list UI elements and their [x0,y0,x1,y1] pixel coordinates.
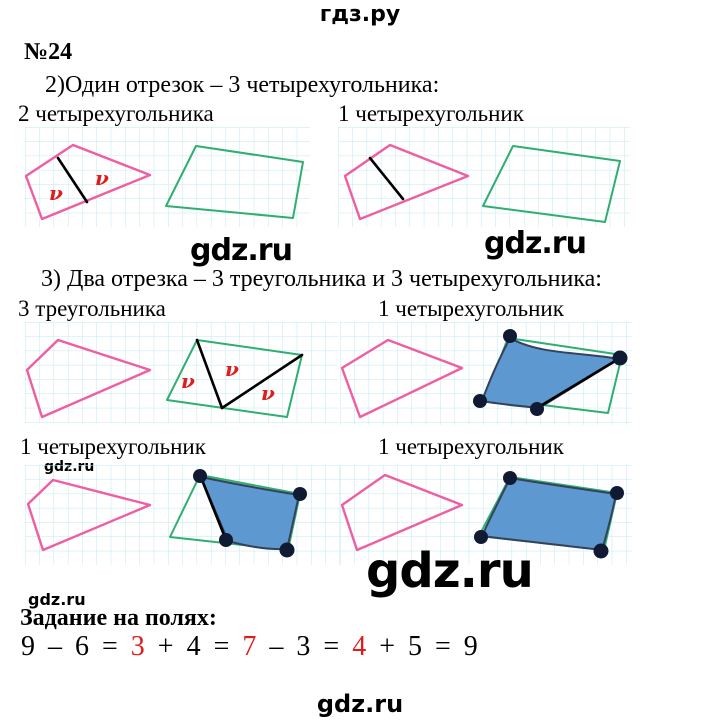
vertex-dot [279,542,295,558]
pink-quadrilateral [26,478,152,552]
vertex-dot [193,469,207,483]
vertex-dot [473,394,487,408]
figure-two-segments-three-triangles: ν ν ν [25,322,338,423]
part3-row2-left-label: 1 четырехугольник [20,434,206,459]
green-quadrilateral [166,339,303,418]
check-mark: ν [95,166,109,190]
check-mark: ν [225,357,239,381]
watermark-gdz-small: gdz.ru [28,590,86,609]
watermark-gdz-large: gdz.ru [366,543,534,599]
vertex-dot [293,487,307,501]
problem-number: №24 [24,39,73,65]
vertex-dot [474,530,488,544]
dividing-segment [56,156,89,204]
equation-part: – 3 = [257,631,353,662]
green-quadrilateral [482,145,621,223]
dividing-segment [195,338,224,410]
check-mark: ν [49,181,63,205]
vertex-dot [503,471,517,485]
dividing-segment [220,353,304,410]
pink-quadrilateral [25,338,152,419]
site-logo-footer: gdz.ru [316,690,404,718]
part2-left-label: 2 четырехугольника [18,101,214,126]
equation-part: 9 – 6 = [21,631,131,662]
figure-one-segment-one-quadrilateral [338,127,630,227]
margin-task-equation: 9 – 6 = 3 + 4 = 7 – 3 = 4 + 5 = 9 [21,631,479,663]
figure-one-segment-two-quadrilaterals: ν ν [25,127,310,227]
blue-highlight-region [481,337,620,409]
vertex-dot [610,486,624,500]
part2-heading: 2)Один отрезок – 3 четырехугольника: [45,72,440,98]
equation-part: 7 [242,631,258,662]
vertex-dot [612,350,628,366]
vertex-dot [503,329,517,343]
graph-paper-grid [25,127,310,227]
pink-quadrilateral [343,143,470,221]
watermark-gdz: gdz.ru [484,226,587,261]
part3-row1-right-label: 1 четырехугольник [378,296,564,321]
vertex-dot [593,543,609,559]
green-quadrilateral [165,145,304,219]
figure-highlighted-quadrilateral-1 [340,322,632,425]
dividing-segment [198,473,228,542]
part3-row2-right-label: 1 четырехугольник [378,434,564,459]
graph-paper-grid [338,127,630,227]
figure-highlighted-quadrilateral-3 [340,465,632,565]
figure-highlighted-quadrilateral-2 [25,465,340,565]
site-logo-header: гдз.ру [319,2,401,27]
dividing-segment [535,356,622,410]
equation-part: + 4 = [145,631,243,662]
check-mark: ν [261,381,275,405]
dividing-segment [368,156,405,201]
pink-quadrilateral [340,473,464,552]
margin-task-heading: Задание на полях: [20,605,217,631]
pink-quadrilateral [340,338,464,419]
equation-part: + 5 = 9 [367,631,479,662]
check-mark: ν [181,369,195,393]
equation-part: 3 [130,631,146,662]
vertex-dot [530,402,544,416]
vertex-dot [219,533,233,547]
part2-right-label: 1 четырехугольник [338,101,524,126]
part3-row1-left-label: 3 треугольника [18,296,166,321]
equation-part: 4 [352,631,368,662]
pink-quadrilateral [25,143,152,221]
part3-heading: 3) Два отрезка – 3 треугольника и 3 четы… [41,266,602,292]
watermark-gdz: gdz.ru [190,233,293,268]
